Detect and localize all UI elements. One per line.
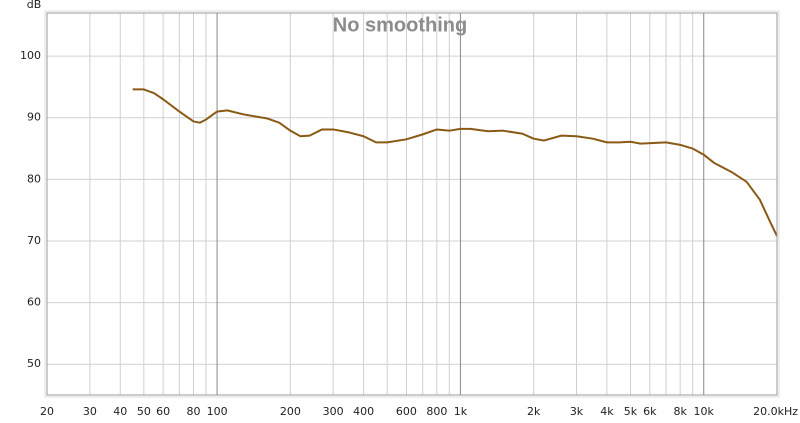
x-tick-label: 1k [454,405,468,418]
response-curve [132,88,778,237]
x-tick-label: 3k [570,405,584,418]
plot-frame-outer [44,10,780,398]
x-tick-label: 300 [323,405,344,418]
plot [132,88,778,237]
y-tick-label: 80 [27,172,41,185]
x-tick-label: 5k [624,405,638,418]
plot-frame [46,12,778,396]
y-tick-label: 90 [27,111,41,124]
x-tick-label: 100 [207,405,228,418]
x-tick-label: 30 [83,405,97,418]
y-tick-label: 100 [20,49,41,62]
x-tick-label: 20.0kHz [753,405,798,418]
x-tick-label: 2k [527,405,541,418]
x-tick-label: 800 [426,405,447,418]
chart-title: No smoothing [333,14,467,36]
y-tick-label: 60 [27,296,41,309]
grid [46,13,778,395]
x-tick-label: 6k [643,405,657,418]
x-tick-label: 400 [353,405,374,418]
x-tick-label: 80 [187,405,201,418]
x-tick-label: 40 [113,405,127,418]
y-tick-label: 70 [27,234,41,247]
x-tick-label: 600 [396,405,417,418]
x-tick-label: 20 [40,405,54,418]
x-tick-label: 4k [600,405,614,418]
x-tick-label: 50 [137,405,151,418]
x-tick-label: 60 [156,405,170,418]
y-axis-label: dB [27,0,42,11]
x-tick-label: 200 [280,405,301,418]
x-tick-label: 10k [694,405,715,418]
y-tick-label: 50 [27,357,41,370]
x-tick-label: 8k [673,405,687,418]
